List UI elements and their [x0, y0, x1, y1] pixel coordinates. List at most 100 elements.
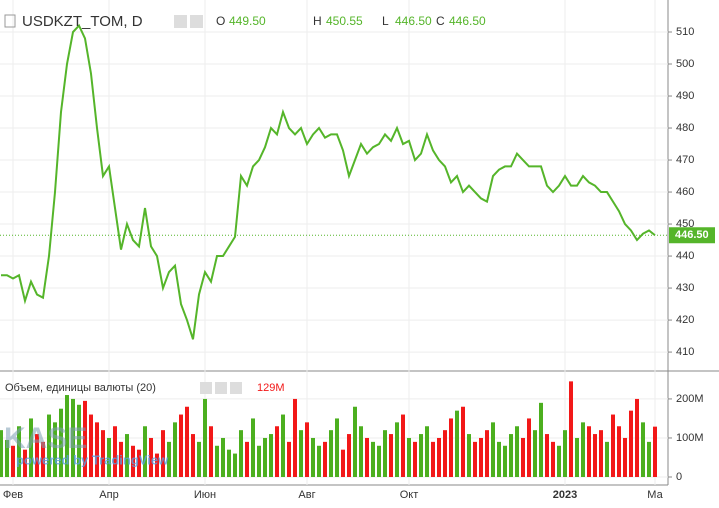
x-tick-label: Авг — [298, 489, 315, 501]
volume-bar — [113, 426, 117, 477]
volume-bar — [557, 445, 561, 477]
volume-bar — [239, 430, 243, 477]
volume-bar — [413, 441, 417, 477]
volume-bar — [503, 445, 507, 477]
x-tick-label: Окт — [400, 489, 419, 501]
volume-bar — [107, 437, 111, 477]
close-icon[interactable] — [230, 382, 242, 394]
ohlc-key: C — [436, 14, 445, 28]
y-tick-label: 0 — [676, 471, 682, 483]
ohlc-key: H — [313, 14, 322, 28]
settings-icon[interactable] — [190, 15, 203, 28]
y-tick-label: 480 — [676, 122, 694, 134]
volume-bar — [623, 437, 627, 477]
y-tick-label: 410 — [676, 346, 694, 358]
volume-bar — [395, 422, 399, 477]
volume-bar — [635, 398, 639, 477]
volume-bar — [149, 437, 153, 477]
volume-bar — [287, 441, 291, 477]
volume-bar — [479, 437, 483, 477]
volume-bar — [521, 437, 525, 477]
volume-bar — [647, 441, 651, 477]
volume-bar — [89, 414, 93, 477]
volume-bar — [299, 430, 303, 477]
volume-bar — [419, 434, 423, 477]
volume-bar — [539, 402, 543, 477]
y-tick-label: 460 — [676, 186, 694, 198]
ohlc-value: 446.50 — [449, 14, 486, 28]
volume-bar — [371, 441, 375, 477]
volume-bar — [131, 445, 135, 477]
volume-bar — [125, 434, 129, 477]
watermark: KASE powered by TradingView — [4, 422, 169, 468]
volume-bar — [5, 439, 9, 477]
last-price-tag — [669, 227, 715, 244]
volume-bar — [17, 426, 21, 477]
volume-bar — [599, 430, 603, 477]
volume-bar — [359, 426, 363, 477]
volume-bar — [533, 430, 537, 477]
y-tick-label: 450 — [676, 218, 694, 230]
eye-icon[interactable] — [174, 15, 187, 28]
watermark-text: powered by TradingView — [16, 452, 169, 467]
volume-bar — [41, 441, 45, 477]
eye-icon[interactable] — [200, 382, 212, 394]
ohlc-legend: O 449.50 H 450.55 L 446.50 C 446.50 — [216, 14, 486, 28]
volume-bar — [383, 430, 387, 477]
y-tick-label: 470 — [676, 154, 694, 166]
last-price-label: 446.50 — [675, 229, 709, 241]
x-tick-label: Ма — [647, 489, 663, 501]
volume-bar — [485, 430, 489, 477]
volume-bar — [53, 422, 57, 477]
volume-bar — [353, 406, 357, 477]
volume-bar — [167, 441, 171, 477]
volume-bar — [155, 453, 159, 477]
volume-bar — [389, 434, 393, 477]
x-tick-label: Апр — [99, 489, 118, 501]
price-line — [1, 23, 656, 340]
volume-bar — [437, 437, 441, 477]
volume-bar — [95, 422, 99, 477]
volume-bar — [233, 453, 237, 477]
volume-bar — [0, 430, 3, 477]
volume-bar — [83, 400, 87, 477]
volume-bar — [527, 418, 531, 477]
settings-icon[interactable] — [215, 382, 227, 394]
y-tick-label: 100M — [676, 432, 704, 444]
volume-bar — [317, 445, 321, 477]
volume-bar — [11, 445, 15, 477]
volume-bar — [581, 422, 585, 477]
symbol-icon — [4, 14, 16, 28]
volume-bar — [425, 426, 429, 477]
volume-bar — [575, 437, 579, 477]
volume-bar — [611, 414, 615, 477]
price-pane — [0, 23, 668, 340]
volume-bar — [101, 430, 105, 477]
volume-bar — [23, 449, 27, 477]
ohlc-value: 450.55 — [326, 14, 363, 28]
volume-bar — [377, 445, 381, 477]
volume-bar — [473, 441, 477, 477]
volume-bar — [191, 434, 195, 477]
volume-bar — [323, 441, 327, 477]
volume-bar — [203, 398, 207, 477]
volume-bar — [455, 410, 459, 477]
volume-bar — [329, 430, 333, 477]
volume-bar — [197, 441, 201, 477]
volume-bar — [431, 441, 435, 477]
volume-bar — [269, 434, 273, 477]
volume-bar — [179, 414, 183, 477]
volume-bar — [311, 437, 315, 477]
volume-bar — [65, 395, 69, 477]
y-tick-label: 420 — [676, 314, 694, 326]
ohlc-value: 449.50 — [229, 14, 266, 28]
volume-bar — [347, 434, 351, 477]
volume-title: Объем, единицы валюты (20) — [5, 382, 156, 394]
volume-bar — [221, 437, 225, 477]
volume-bar — [209, 426, 213, 477]
volume-bar — [617, 426, 621, 477]
volume-bar — [71, 398, 75, 477]
volume-bar — [551, 441, 555, 477]
volume-bar — [161, 430, 165, 477]
